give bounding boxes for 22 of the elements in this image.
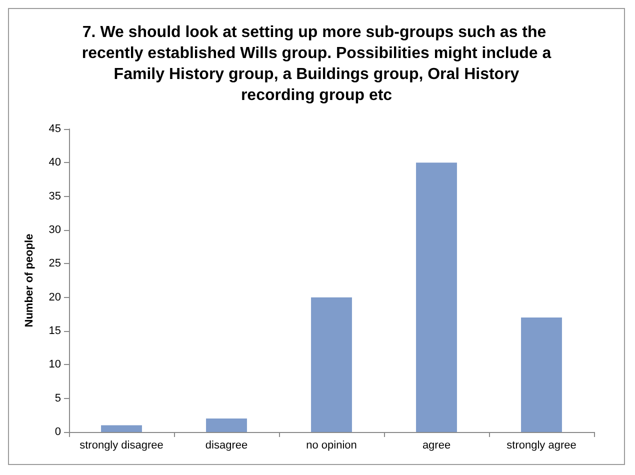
chart-title: 7. We should look at setting up more sub-groups such as the recently established Wills group. Possibilities might include a Family History group, a Buildings group, Oral History recording group etc — [82, 24, 552, 104]
x-tick-label: strongly disagree — [80, 440, 164, 452]
x-tick-label: strongly agree — [506, 440, 576, 452]
x-tick-label: no opinion — [306, 440, 357, 452]
y-tick-label: 30 — [48, 224, 61, 236]
bar — [521, 318, 562, 432]
y-tick-label: 35 — [48, 190, 61, 202]
y-tick-label: 20 — [48, 291, 61, 304]
y-axis-title: Number of people — [24, 234, 36, 328]
bar — [416, 162, 457, 432]
bar — [206, 418, 247, 432]
bar — [101, 425, 142, 432]
bar — [311, 297, 352, 432]
y-tick-label: 15 — [48, 325, 61, 337]
y-tick-label: 40 — [48, 156, 61, 169]
x-tick-label: disagree — [205, 440, 248, 452]
y-tick-label: 25 — [48, 258, 61, 270]
y-tick-label: 45 — [48, 123, 61, 135]
x-tick-label: agree — [422, 440, 451, 452]
y-tick-label: 5 — [54, 392, 61, 404]
y-tick-label: 10 — [48, 358, 61, 371]
y-tick-label: 0 — [54, 426, 61, 438]
